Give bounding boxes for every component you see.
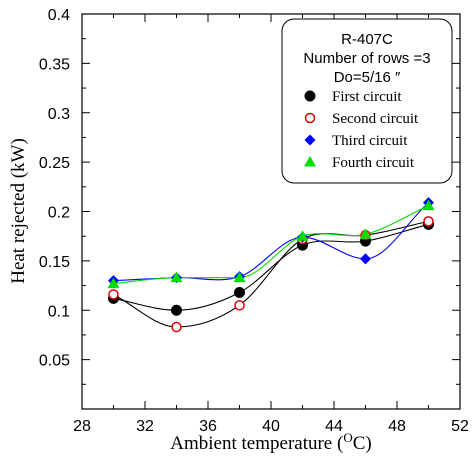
point-series-4 [233,271,246,283]
legend-label-1: First circuit [332,89,402,105]
fit-curve-1 [113,223,429,311]
legend-header-line: Number of rows =3 [303,50,430,67]
legend-box [281,18,453,184]
x-tick-label: 52 [451,418,469,435]
y-tick-label: 0.25 [39,155,70,172]
point-series-2 [171,321,182,333]
y-tick-label: 0.2 [48,205,70,222]
legend-header-line: Do=5/16 ″ [334,69,401,86]
y-axis-label: Heat rejected (kW) [8,138,29,284]
y-tick-label: 0.4 [48,7,70,24]
x-axis-label: Ambient temperature (OC) [170,430,371,454]
y-tick-label: 0.05 [39,353,70,370]
y-tick-label: 0.35 [39,56,70,73]
point-series-1 [234,286,245,298]
legend-marker-1 [304,90,316,102]
legend-marker-4 [304,156,316,167]
x-tick-label: 32 [136,418,154,435]
legend-marker-3 [304,134,316,146]
point-series-4 [422,199,435,211]
point-series-3 [360,253,371,265]
point-series-2 [234,300,245,311]
point-series-4 [107,277,120,289]
legend: R-407C Number of rows =3 Do=5/16 ″ First c… [281,18,453,184]
x-tick-label: 48 [388,418,406,435]
legend-label-2: Second circuit [332,111,419,127]
point-series-4 [359,228,372,239]
x-tick-label: 40 [262,418,280,435]
data-markers [107,197,435,333]
x-tick-label: 44 [325,418,343,435]
legend-marker-2 [304,112,316,124]
axis-tick-labels: 28 32 36 40 44 48 52 0.05 0.1 0.15 0.2 0.25 0.3 0.35 0… [39,7,469,435]
fit-curves [113,202,429,328]
point-series-2 [108,289,119,300]
x-tick-label: 28 [73,418,91,435]
legend-header: R-407C Number of rows =3 Do=5/16 ″ [303,31,430,86]
legend-header-line: R-407C [341,31,393,48]
legend-label-3: Third circuit [332,133,408,149]
point-series-1 [171,304,182,316]
point-series-2 [423,216,434,227]
fit-curve-3 [113,202,429,282]
legend-items: First circuit Second circuit Third circuit… [304,89,419,171]
legend-label-4: Fourth circuit [332,155,415,171]
y-tick-label: 0.3 [48,106,70,123]
point-series-4 [296,230,309,241]
y-tick-label: 0.1 [48,303,70,320]
point-series-4 [170,271,183,283]
y-tick-label: 0.15 [39,254,70,271]
axis-ticks [81,13,461,409]
x-tick-label: 36 [199,418,217,435]
